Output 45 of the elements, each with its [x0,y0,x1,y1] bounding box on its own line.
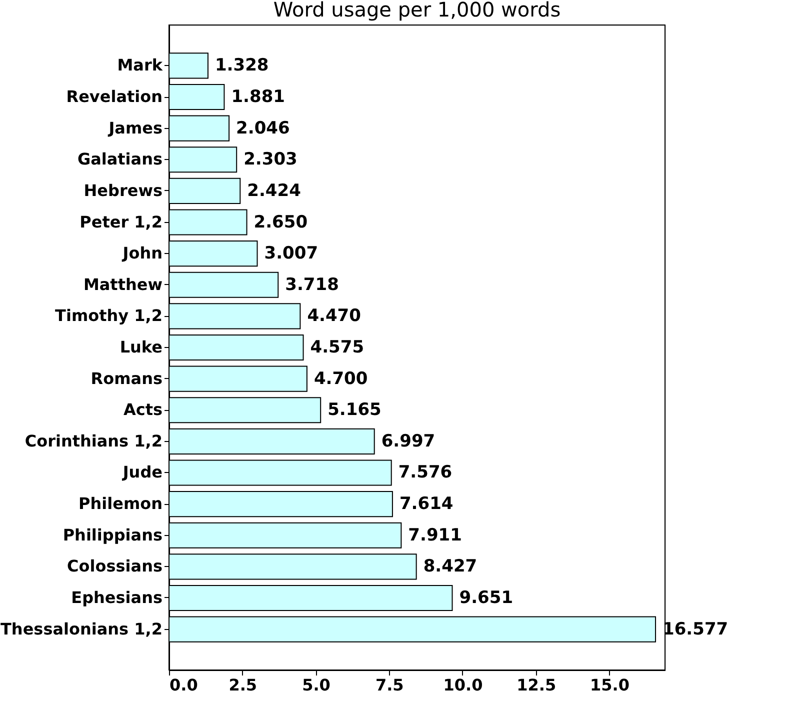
data-label: 7.576 [398,462,452,483]
x-tick-label: 15.0 [590,676,630,694]
x-tick-label: 12.5 [516,676,556,694]
y-tick-label: Jude [122,462,163,482]
y-tick-label: Galatians [77,150,162,169]
data-label: 4.575 [310,338,364,358]
data-label: 7.911 [408,525,462,546]
x-tick-label: 5.0 [302,676,330,694]
data-label: 1.328 [214,56,269,76]
y-tick-label: James [108,118,162,138]
data-label: 2.424 [247,180,302,201]
x-tick-label: 7.5 [375,676,404,694]
y-tick-label: Revelation [66,87,162,106]
y-tick-label: Philemon [78,494,162,514]
x-tick-label: 10.0 [443,676,483,694]
y-tick-label: Peter 1,2 [80,212,162,232]
y-tick-label: Luke [120,338,163,356]
y-tick-label: Mark [117,56,163,75]
data-label: 4.470 [307,306,362,326]
data-label: 5.165 [328,400,382,420]
y-tick-label: Philippians [62,525,162,544]
data-label: 2.046 [236,118,290,138]
y-tick-label: Corinthians 1,2 [24,431,162,450]
data-label: 9.651 [459,588,514,608]
y-tick-label: John [122,244,162,263]
y-tick-label: Romans [90,368,162,388]
data-label: 3.007 [264,244,318,264]
data-label: 1.881 [231,87,285,108]
y-tick-label: Matthew [83,274,163,294]
chart-title: Word usage per 1,000 words [273,0,561,22]
y-tick-label: Hebrews [84,180,162,200]
data-label: 4.700 [314,368,368,389]
data-label: 2.303 [244,150,298,170]
x-tick-label: 0.0 [170,676,198,694]
data-label: 6.997 [381,431,436,452]
data-label: 3.718 [285,274,339,295]
data-label: 8.427 [423,556,478,577]
y-tick-label: Colossians [67,556,162,576]
y-tick-label: Acts [123,400,162,420]
data-label: 7.614 [399,494,454,514]
y-tick-label: Timothy 1,2 [55,306,162,326]
y-tick-label: Thessalonians 1,2 [0,619,162,638]
data-label: 2.650 [254,212,308,232]
x-tick-label: 2.5 [228,676,258,694]
y-tick-label: Ephesians [71,588,162,607]
